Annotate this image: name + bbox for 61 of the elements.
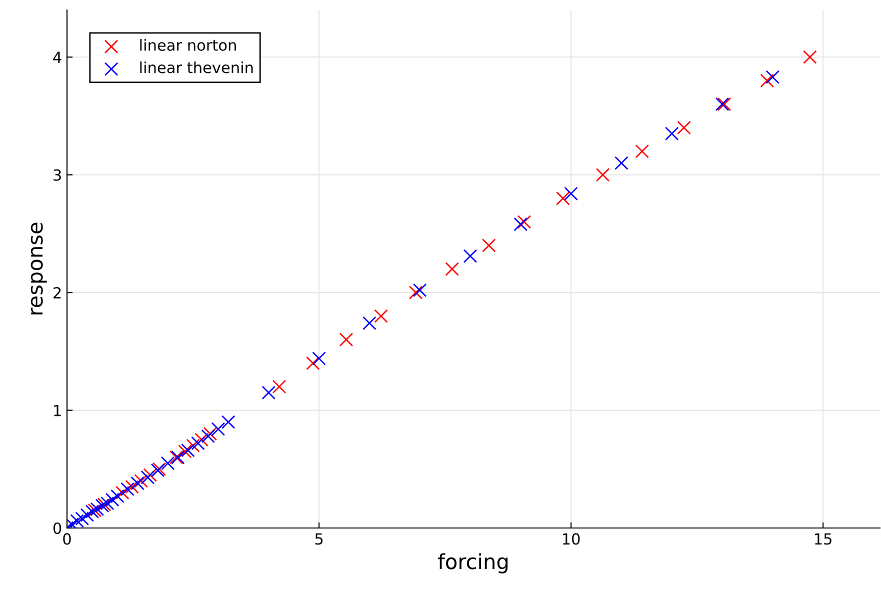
point (339, 332, 354, 347)
point (564, 186, 578, 201)
point (140, 470, 155, 484)
point (116, 486, 130, 500)
x-tick-label: 5 (315, 533, 323, 545)
point (408, 286, 423, 300)
point (445, 262, 459, 276)
x-axis-title: forcing (438, 553, 508, 574)
point (70, 514, 84, 528)
point (120, 482, 134, 496)
x-tick-label: 10 (562, 533, 580, 545)
point (80, 508, 94, 522)
x-tick-label: 15 (815, 533, 832, 545)
point (517, 215, 532, 229)
point (262, 386, 276, 400)
point (760, 74, 774, 88)
legend-label: linear norton (140, 39, 236, 51)
point (514, 217, 528, 232)
point (178, 444, 192, 458)
point (90, 502, 104, 516)
point (463, 249, 478, 263)
point (766, 70, 780, 84)
point (186, 438, 200, 452)
point (412, 283, 427, 298)
point (635, 144, 650, 158)
y-tick-label: 3 (54, 169, 61, 181)
point (803, 50, 817, 64)
point (110, 489, 124, 504)
point (100, 496, 114, 510)
legend-label: linear thevenin (140, 61, 253, 74)
point (130, 476, 144, 490)
point (211, 422, 226, 436)
point (362, 316, 376, 330)
point (88, 503, 102, 518)
y-tick-label: 2 (54, 287, 61, 298)
y-tick-label: 4 (53, 52, 62, 63)
point (181, 443, 195, 458)
point (272, 380, 286, 394)
point (160, 456, 175, 470)
x-tick-label: 0 (63, 533, 71, 545)
y-axis-title: response (30, 222, 47, 314)
point (482, 238, 496, 252)
point (312, 352, 326, 366)
point (677, 120, 691, 135)
point (201, 429, 216, 444)
point (614, 156, 628, 170)
point (191, 436, 205, 450)
point (85, 504, 100, 518)
point (306, 356, 320, 370)
point (664, 126, 679, 141)
point (221, 415, 236, 429)
point (596, 168, 610, 182)
point (75, 512, 90, 526)
point (105, 492, 120, 507)
point (374, 309, 388, 323)
point (134, 474, 148, 488)
point (203, 426, 218, 441)
point (125, 480, 139, 494)
point (556, 191, 570, 206)
y-tick-label: 1 (54, 404, 61, 416)
y-tick-label: 0 (53, 522, 62, 534)
